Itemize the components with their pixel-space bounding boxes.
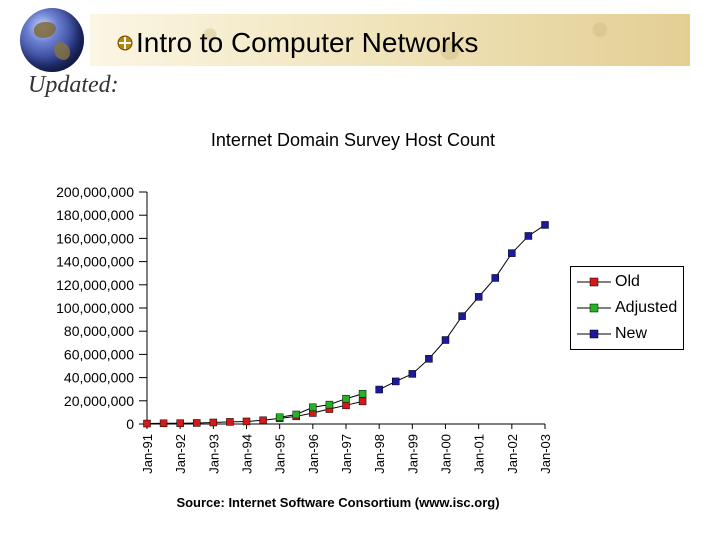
chart-title: Internet Domain Survey Host Count [211,130,495,150]
y-tick-label: 80,000,000 [64,323,134,339]
legend-item-old: Old [571,271,683,293]
legend-label: Adjusted [615,299,678,316]
x-tick-label: Jan-94 [240,434,255,474]
legend-label: Old [615,273,640,290]
point-new [458,312,466,320]
point-old [226,418,234,426]
legend-marker [589,329,599,339]
point-adjusted [292,410,300,419]
point-old [176,419,184,427]
page-title: Intro to Computer Networks [136,27,479,58]
y-tick-label: 40,000,000 [64,370,134,386]
point-new [392,377,400,386]
series-line-new [378,224,546,390]
point-adjusted [309,403,317,412]
point-new [491,274,499,282]
y-tick-label: 180,000,000 [56,207,134,223]
legend-swatch [577,329,611,339]
x-tick-label: Jan-00 [439,434,454,474]
point-old [159,419,168,428]
x-tick-label: Jan-98 [372,434,387,474]
point-new [508,249,516,257]
point-old [193,419,201,427]
map-pattern [90,14,690,66]
y-tick-label: 60,000,000 [64,346,134,362]
x-tick-label: Jan-03 [538,434,553,474]
globe-icon [20,8,84,72]
x-tick-label: Jan-93 [206,434,221,474]
point-old [242,417,251,426]
x-tick-label: Jan-02 [505,434,520,474]
bullet-icon [117,35,133,51]
chart-legend: Old Adjusted New [570,266,684,350]
updated-label: Updated: [28,72,119,98]
point-old [259,416,267,425]
legend-item-adjusted: Adjusted [571,297,683,319]
point-adjusted [342,394,350,403]
point-adjusted [275,413,284,422]
chart-series [143,221,549,428]
legend-marker [589,303,599,313]
legend-marker [589,277,599,287]
legend-swatch [577,303,611,313]
point-new [441,336,450,344]
y-tick-label: 120,000,000 [56,277,134,293]
chart-source: Source: Internet Software Consortium (ww… [176,495,499,510]
x-tick-label: Jan-95 [273,434,288,474]
chart-axes: 200,000,000 180,000,000 160,000,000 140,000… [56,184,553,474]
series-line-adjusted [279,393,363,418]
legend-swatch [577,277,611,287]
point-new [408,370,417,378]
legend-label: New [615,325,648,342]
point-new [474,293,483,301]
x-tick-label: Jan-96 [306,434,321,474]
point-new [541,221,549,229]
point-new [375,385,383,394]
x-tick-label: Jan-92 [173,434,188,474]
legend-item-new: New [571,323,683,345]
point-old [342,401,350,410]
x-tick-label: Jan-91 [140,434,155,474]
point-old [358,397,367,406]
title-area: Intro to Computer Networks [116,26,478,60]
point-new [425,355,433,363]
point-old [209,418,218,427]
point-new [524,232,533,240]
globe-land [34,22,56,38]
globe-land [54,42,70,60]
point-old [143,419,151,428]
header-banner [90,14,690,66]
x-tick-label: Jan-01 [472,434,487,474]
y-tick-label: 140,000,000 [56,254,134,270]
point-adjusted [325,400,334,409]
y-tick-label: 160,000,000 [56,230,134,246]
x-tick-label: Jan-99 [405,434,420,474]
x-tick-label: Jan-97 [339,434,354,474]
y-tick-label: 100,000,000 [56,300,134,316]
y-tick-label: 20,000,000 [64,393,134,409]
y-tick-label: 0 [126,416,134,432]
point-adjusted [358,389,367,398]
y-tick-label: 200,000,000 [56,184,134,200]
